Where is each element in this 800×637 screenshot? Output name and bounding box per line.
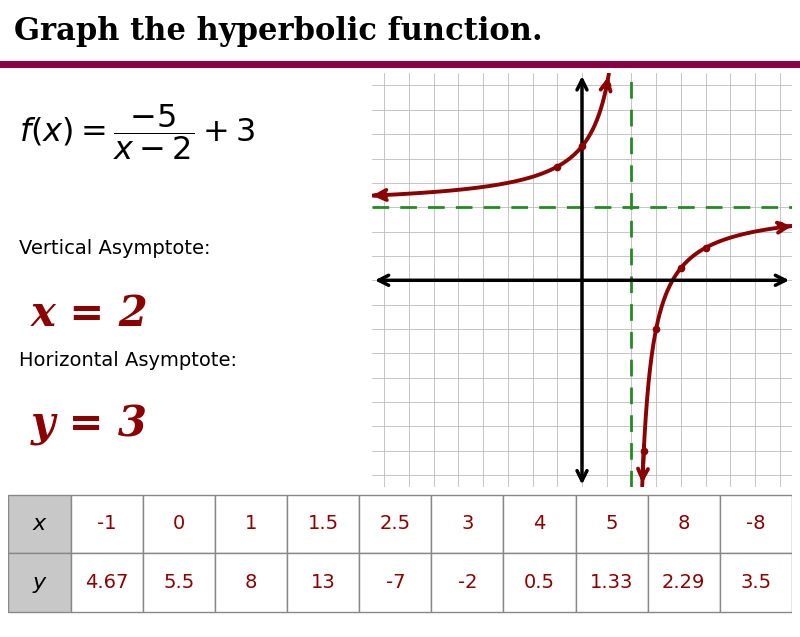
Text: 4: 4 xyxy=(534,515,546,533)
Text: 2.29: 2.29 xyxy=(662,573,706,592)
Text: 8: 8 xyxy=(678,515,690,533)
Text: 1: 1 xyxy=(245,515,258,533)
FancyBboxPatch shape xyxy=(431,554,503,612)
Text: Graph the hyperbolic function.: Graph the hyperbolic function. xyxy=(14,16,543,47)
Text: x = 2: x = 2 xyxy=(30,293,148,334)
FancyBboxPatch shape xyxy=(359,494,431,554)
FancyBboxPatch shape xyxy=(287,494,359,554)
FancyBboxPatch shape xyxy=(215,494,287,554)
FancyBboxPatch shape xyxy=(503,494,576,554)
Text: 0.5: 0.5 xyxy=(524,573,555,592)
Text: Horizontal Asymptote:: Horizontal Asymptote: xyxy=(19,350,237,369)
Text: y = 3: y = 3 xyxy=(30,404,147,447)
FancyBboxPatch shape xyxy=(287,554,359,612)
Text: y: y xyxy=(33,573,46,593)
Text: $f(x) = \dfrac{-5}{x - 2} + 3$: $f(x) = \dfrac{-5}{x - 2} + 3$ xyxy=(19,102,255,162)
FancyBboxPatch shape xyxy=(648,554,720,612)
Text: -2: -2 xyxy=(458,573,477,592)
Text: 3: 3 xyxy=(462,515,474,533)
Text: 5.5: 5.5 xyxy=(163,573,194,592)
FancyBboxPatch shape xyxy=(70,494,143,554)
FancyBboxPatch shape xyxy=(720,494,792,554)
FancyBboxPatch shape xyxy=(576,494,648,554)
FancyBboxPatch shape xyxy=(720,554,792,612)
Text: 1.5: 1.5 xyxy=(308,515,338,533)
Text: 3.5: 3.5 xyxy=(740,573,771,592)
FancyBboxPatch shape xyxy=(215,554,287,612)
FancyBboxPatch shape xyxy=(359,554,431,612)
Text: 4.67: 4.67 xyxy=(85,573,129,592)
FancyBboxPatch shape xyxy=(143,494,215,554)
FancyBboxPatch shape xyxy=(8,554,70,612)
Text: x: x xyxy=(33,514,46,534)
Text: -7: -7 xyxy=(386,573,405,592)
Text: 13: 13 xyxy=(310,573,335,592)
FancyBboxPatch shape xyxy=(503,554,576,612)
FancyBboxPatch shape xyxy=(143,554,215,612)
Text: 8: 8 xyxy=(245,573,258,592)
FancyBboxPatch shape xyxy=(431,494,503,554)
FancyBboxPatch shape xyxy=(648,494,720,554)
FancyBboxPatch shape xyxy=(576,554,648,612)
Text: Vertical Asymptote:: Vertical Asymptote: xyxy=(19,239,210,258)
Text: 2.5: 2.5 xyxy=(380,515,411,533)
FancyBboxPatch shape xyxy=(70,554,143,612)
Text: -8: -8 xyxy=(746,515,766,533)
Text: 5: 5 xyxy=(606,515,618,533)
Text: 1.33: 1.33 xyxy=(590,573,634,592)
Text: -1: -1 xyxy=(97,515,117,533)
FancyBboxPatch shape xyxy=(8,494,70,554)
Text: 0: 0 xyxy=(173,515,185,533)
